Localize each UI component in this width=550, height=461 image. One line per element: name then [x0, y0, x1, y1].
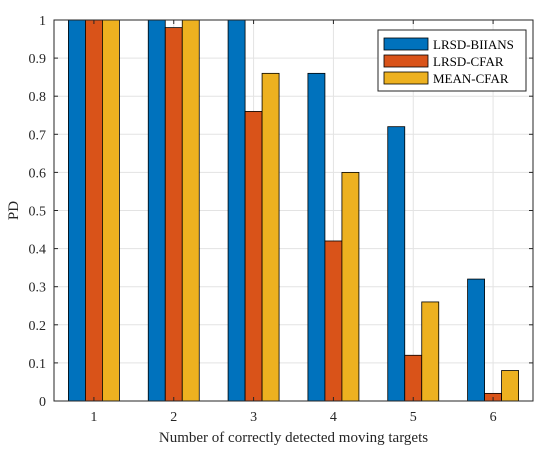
- legend-label: LRSD-BIIANS: [433, 37, 514, 52]
- x-tick-label: 5: [410, 410, 417, 425]
- bar-lrsd-biians-2: [147, 19, 166, 402]
- y-tick-label: 0.9: [29, 52, 47, 67]
- x-tick-label: 4: [330, 410, 337, 425]
- y-tick-label: 1: [39, 14, 46, 29]
- y-tick-label: 0.6: [29, 166, 47, 181]
- y-tick-label: 0.8: [29, 90, 47, 105]
- bar-mean-cfar-3: [261, 72, 280, 402]
- bar-mean-cfar-2: [181, 19, 200, 402]
- bar-lrsd-cfar-3: [244, 111, 263, 402]
- y-tick-label: 0.2: [29, 319, 47, 334]
- bar-mean-cfar-4: [341, 171, 360, 402]
- x-axis-label: Number of correctly detected moving targ…: [159, 430, 428, 446]
- bar-lrsd-biians-6: [467, 278, 485, 402]
- bar-lrsd-biians-1: [68, 19, 86, 402]
- tick-layer: 0 0.1 0.2 0.3 0.4 0.5 0.6 0.7 0.8 0.9 1 1 2 3 4 5 6: [29, 14, 533, 425]
- y-tick-label: 0.3: [29, 281, 47, 296]
- x-tick-label: 3: [250, 410, 257, 425]
- legend-label: MEAN-CFAR: [433, 71, 509, 86]
- x-tick-label: 6: [490, 410, 497, 425]
- y-tick-label: 0.4: [29, 243, 47, 258]
- legend-label: LRSD-CFAR: [433, 54, 504, 69]
- bar-lrsd-biians-4: [307, 72, 326, 402]
- bar-lrsd-cfar-1: [85, 19, 103, 402]
- bar-lrsd-cfar-4: [324, 240, 343, 402]
- bar-lrsd-biians-5: [387, 126, 406, 402]
- legend-swatch: [383, 37, 429, 51]
- bar-lrsd-cfar-2: [164, 27, 183, 402]
- y-tick-label: 0.5: [29, 205, 47, 220]
- bar-mean-cfar-1: [102, 19, 120, 402]
- y-tick-label: 0.7: [29, 128, 47, 143]
- bar-mean-cfar-6: [501, 370, 519, 402]
- legend-swatch: [383, 71, 429, 85]
- x-tick-label: 2: [170, 410, 177, 425]
- bar-mean-cfar-5: [421, 301, 440, 402]
- y-tick-label: 0.1: [29, 357, 47, 372]
- x-tick-label: 1: [90, 410, 97, 425]
- legend-swatch: [383, 54, 429, 68]
- bar-lrsd-cfar-5: [404, 354, 423, 402]
- y-axis-label: PD: [6, 201, 22, 220]
- legend: LRSD-BIIANS LRSD-CFAR MEAN-CFAR: [377, 29, 527, 92]
- y-tick-label: 0: [39, 395, 46, 410]
- bar-lrsd-biians-3: [227, 19, 246, 402]
